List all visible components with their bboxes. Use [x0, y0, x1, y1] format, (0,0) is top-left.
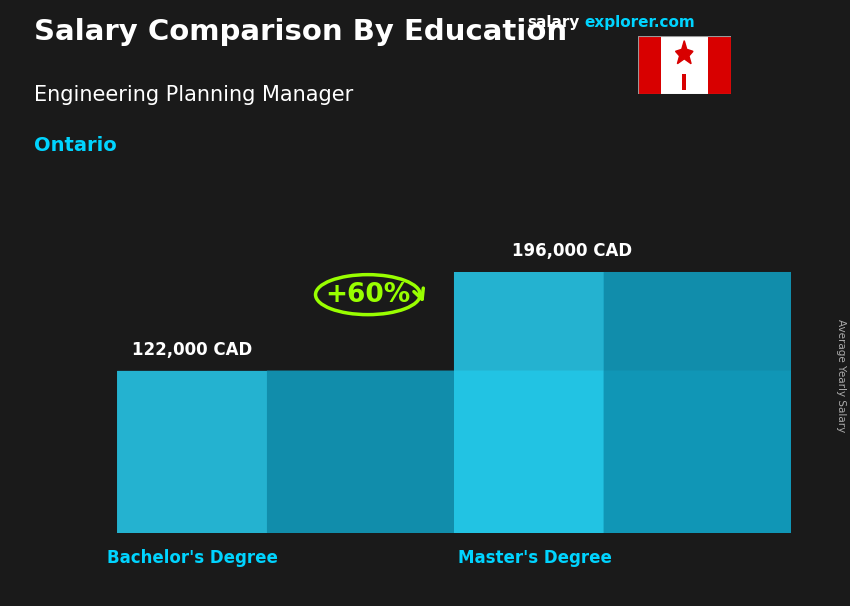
Bar	[638, 36, 661, 94]
Polygon shape	[117, 364, 850, 371]
Polygon shape	[267, 364, 850, 533]
Text: Engineering Planning Manager: Engineering Planning Manager	[34, 85, 354, 105]
Text: Bachelor's Degree: Bachelor's Degree	[106, 548, 278, 567]
Text: +60%: +60%	[326, 282, 411, 308]
Text: Salary Comparison By Education: Salary Comparison By Education	[34, 18, 567, 46]
Polygon shape	[117, 371, 267, 533]
Polygon shape	[454, 272, 604, 533]
Bar	[707, 36, 731, 94]
Text: Average Yearly Salary: Average Yearly Salary	[836, 319, 846, 432]
Polygon shape	[604, 265, 850, 533]
Polygon shape	[454, 265, 850, 272]
Polygon shape	[117, 364, 850, 533]
Text: Master's Degree: Master's Degree	[458, 548, 612, 567]
Bar	[683, 74, 686, 90]
Polygon shape	[676, 41, 693, 64]
Text: Ontario: Ontario	[34, 136, 116, 155]
Text: salary: salary	[527, 15, 580, 30]
Text: explorer.com: explorer.com	[584, 15, 694, 30]
Polygon shape	[454, 265, 850, 533]
Text: 122,000 CAD: 122,000 CAD	[132, 341, 252, 359]
Text: 196,000 CAD: 196,000 CAD	[512, 242, 632, 260]
